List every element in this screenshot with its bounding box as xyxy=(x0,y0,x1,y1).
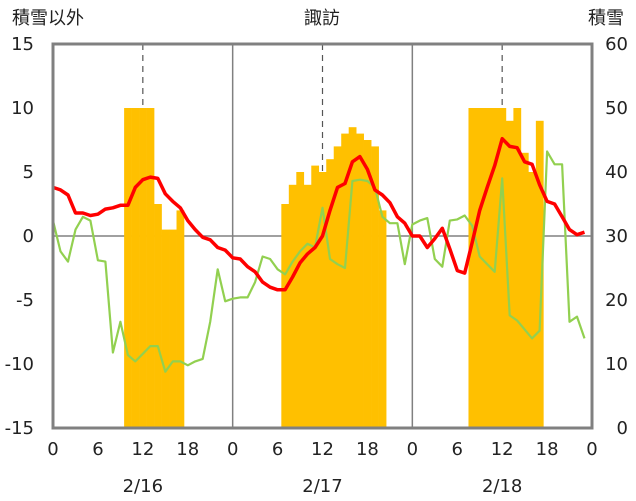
snow-bar xyxy=(528,172,537,428)
x-tick-label: 0 xyxy=(586,439,597,460)
x-tick-label: 18 xyxy=(176,439,199,460)
chart-title: 諏訪 xyxy=(304,8,340,29)
x-tick-label: 12 xyxy=(491,439,514,460)
x-tick-label: 6 xyxy=(92,439,103,460)
right-axis-label: 積雪 xyxy=(588,8,624,29)
right-tick-label: 10 xyxy=(605,354,628,375)
x-tick-label: 12 xyxy=(131,439,154,460)
x-tick-label: 18 xyxy=(536,439,559,460)
snow-bar xyxy=(341,133,350,428)
day-label: 2/16 xyxy=(123,476,163,497)
snow-bar xyxy=(296,172,305,428)
snow-bar xyxy=(371,146,379,428)
right-tick-label: 60 xyxy=(605,34,628,55)
snow-bar xyxy=(378,210,387,428)
left-tick-label: 5 xyxy=(23,162,34,183)
right-tick-label: 30 xyxy=(605,226,628,247)
snow-bar xyxy=(468,108,477,428)
plot-frame xyxy=(51,42,594,430)
right-tick-label: 40 xyxy=(605,162,628,183)
snow-bar xyxy=(161,229,170,428)
day-label: 2/17 xyxy=(302,476,342,497)
snow-bar xyxy=(475,108,484,428)
day-label: 2/18 xyxy=(482,476,522,497)
left-tick-label: -15 xyxy=(5,418,34,439)
x-ticks: 0 6 12 18 0 6 12 18 0 6 12 18 0 xyxy=(47,439,597,460)
right-tick-label: 0 xyxy=(617,418,628,439)
x-tick-label: 0 xyxy=(47,439,58,460)
snow-bar xyxy=(146,108,155,428)
snow-bar xyxy=(520,152,529,429)
snow-bar xyxy=(281,204,290,428)
snow-bar xyxy=(356,133,364,428)
snow-bar xyxy=(326,159,335,428)
x-tick-label: 0 xyxy=(407,439,418,460)
snow-bar xyxy=(124,108,132,428)
series-line-1 xyxy=(52,136,586,292)
snow-bar xyxy=(169,229,177,428)
snow-bar xyxy=(311,165,320,428)
snow-bar xyxy=(535,120,544,429)
snow-bar xyxy=(131,108,140,428)
left-ticks: 15 10 5 0 -5 -10 -15 xyxy=(5,34,34,439)
right-ticks: 60 50 40 30 20 10 0 xyxy=(605,34,628,439)
right-tick-label: 20 xyxy=(605,290,628,311)
right-tick-label: 50 xyxy=(605,98,628,119)
series-line-2 xyxy=(51,150,586,373)
x-tick-label: 6 xyxy=(272,439,283,460)
snow-bar xyxy=(483,108,492,428)
snow-bar xyxy=(498,108,507,428)
snow-bar xyxy=(318,172,327,428)
snow-bar xyxy=(303,184,312,428)
day-labels: 2/16 2/17 2/18 xyxy=(123,476,523,497)
left-tick-label: 10 xyxy=(11,98,34,119)
left-tick-label: 15 xyxy=(11,34,34,55)
snow-bar xyxy=(348,127,357,428)
snow-bar xyxy=(139,108,147,428)
snow-bar xyxy=(154,204,162,428)
x-tick-label: 12 xyxy=(311,439,334,460)
left-tick-label: 0 xyxy=(23,226,34,247)
left-tick-label: -5 xyxy=(16,290,34,311)
snow-bar xyxy=(288,184,297,428)
snow-bar xyxy=(513,108,522,428)
x-tick-label: 6 xyxy=(452,439,463,460)
snow-bar xyxy=(505,120,514,429)
snow-bar xyxy=(176,210,185,428)
snow-bar xyxy=(333,146,342,428)
snow-bars xyxy=(124,108,544,429)
x-tick-label: 0 xyxy=(227,439,238,460)
left-axis-label: 積雪以外 xyxy=(12,8,84,29)
left-tick-label: -10 xyxy=(5,354,34,375)
snow-bar xyxy=(363,140,372,428)
x-tick-label: 18 xyxy=(356,439,379,460)
